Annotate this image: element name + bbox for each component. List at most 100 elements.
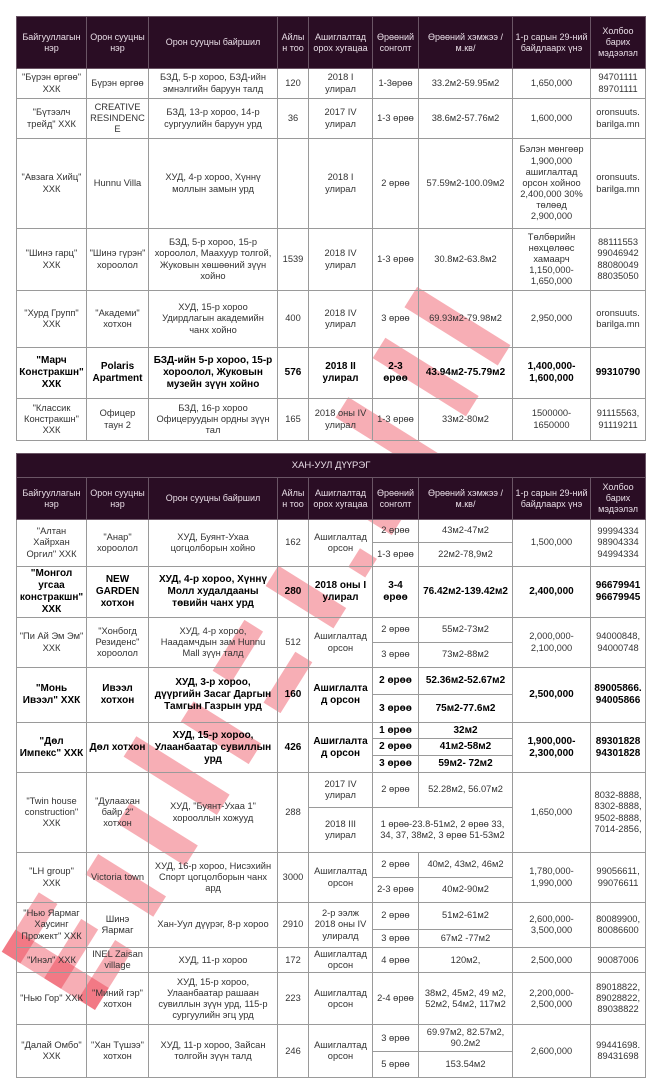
header-contact: Холбоо барих мэдээлэл — [590, 16, 646, 69]
size-cell: 43.94м2-75.79м2 — [418, 347, 513, 399]
rooms-cell: 3 өрөө — [372, 290, 419, 348]
header-contact: Холбоо барих мэдээлэл — [589, 477, 647, 520]
apartment-name-cell: Дөл хотхон — [86, 722, 149, 773]
table-row: "Twin house construction" ХХК "Дулаахан б… — [16, 772, 647, 853]
price-cell: 1,650,000 — [512, 772, 591, 853]
table-row: "Алтан Хайрхан Оргил" ХХК "Анар" хороолол… — [16, 519, 647, 567]
contact-cell: oronsuuts. barilga.mn — [590, 138, 646, 229]
location-cell: ХУД, "Буянт-Ухаа 1" хорооллын хожууд — [148, 772, 278, 853]
contact-cell: 94701111 89701111 — [590, 68, 646, 99]
rooms-cell: 2 өрөө — [372, 772, 419, 808]
size-cell: 40м2, 43м2, 46м2 — [418, 852, 513, 878]
size-cell: 69.93м2-79.98м2 — [418, 290, 513, 348]
completion-cell: 2018 I улирал — [308, 68, 373, 99]
contact-cell: oronsuuts. barilga.mn — [590, 98, 646, 139]
units-cell: 160 — [277, 667, 309, 723]
price-cell: 2,600,000 — [512, 1024, 591, 1079]
units-cell — [277, 138, 309, 229]
apartment-name-cell: "Миний гэр" хотхон — [86, 972, 149, 1026]
contact-cell: 99056611, 99076611 — [589, 852, 647, 903]
size-cell: 76.42м2-139.42м2 — [418, 566, 513, 618]
header-units: Айлын тоо — [277, 477, 309, 520]
size-cell: 38м2, 45м2, 49 м2, 52м2, 54м2, 117м2 — [418, 972, 513, 1026]
table-row: "Шинэ гарц" ХХК "Шинэ гүрэн" хороолол БЗД,… — [16, 228, 646, 291]
location-cell: БЗД, 5-р хороо, 15-р хороолол, Маахуур т… — [148, 228, 278, 291]
rooms-cell: 2 өрөө — [372, 617, 419, 643]
completion-cell: Ашиглалтад орсон — [308, 617, 373, 668]
header-units: Айлын тоо — [277, 16, 309, 69]
size-cell: 52.36м2-52.67м2 — [418, 667, 513, 695]
rooms-cell: 3-4 өрөө — [372, 566, 419, 618]
apartment-name-cell: INEL Zaisan village — [86, 946, 149, 974]
location-cell: ХУД, 4-р хороо, Наадамчдын зам Hunnu Mal… — [148, 617, 278, 668]
price-cell: 1,780,000-1,990,000 — [512, 852, 591, 903]
price-cell: 1,400,000-1,600,000 — [512, 347, 591, 399]
size-cell: 73м2-88м2 — [418, 642, 513, 668]
location-cell: ХУД, 15-р хороо, Улаанбаатар рашаан суви… — [148, 972, 278, 1026]
rooms-cell: 2-4 өрөө — [372, 972, 419, 1026]
header-completion: Ашиглалтад орох хугацаа — [308, 16, 373, 69]
apartment-name-cell: Ивээл хотхон — [86, 667, 149, 723]
location-cell: ХУД, 4-р хороо, Хүннү Молл худалдааны тө… — [148, 566, 278, 618]
header-price: 1-р сарын 29-ний байдлаарх үнэ — [512, 477, 591, 520]
company-cell: "Бүтээлч трейд" ХХК — [16, 98, 87, 139]
size-cell: 153.54м2 — [418, 1051, 513, 1079]
price-cell: 2,400,000 — [512, 566, 591, 618]
location-cell: БЗД, 5-р хороо, БЗД-ийн эмнэлгийн баруун… — [148, 68, 278, 99]
size-cell: 22м2-78,9м2 — [418, 542, 513, 567]
company-cell: "Марч Констракшн" ХХК — [16, 347, 87, 399]
location-cell: ХУД, 4-р хороо, Хүннү моллын замын урд — [148, 138, 278, 229]
apartment-name-cell: "Хан Түшээ" хотхон — [86, 1024, 149, 1079]
table-header: Байгууллагын нэр Орон сууцны нэр Орон сууц… — [16, 477, 647, 520]
section-title: ХАН-УУЛ ДҮҮРЭГ — [15, 453, 647, 478]
completion-cell: 2-р ээлж 2018 оны IV улиралд — [308, 902, 373, 948]
company-cell: "Классик Констракшн" ХХК — [16, 398, 87, 441]
price-cell: 1500000-1650000 — [512, 398, 591, 441]
price-cell: 1,650,000 — [512, 68, 591, 99]
contact-cell: 94000848, 94000748 — [589, 617, 647, 668]
apartment-name-cell: Hunnu Villa — [86, 138, 149, 229]
location-cell: Хан-Уул дүүрэг, 8-р хороо — [148, 902, 278, 948]
price-cell: 2,500,000 — [512, 667, 591, 723]
units-cell: 120 — [277, 68, 309, 99]
price-cell: 2,600,000-3,500,000 — [512, 902, 591, 948]
size-cell: 69.97м2, 82.57м2, 90.2м2 — [418, 1024, 513, 1053]
rooms-cell: 1-3өрөө — [372, 68, 419, 99]
apartment-name-cell: CREATIVE RESINDENCE — [86, 98, 149, 139]
header-name: Орон сууцны нэр — [86, 16, 149, 69]
header-rooms: Өрөөний сонголт — [372, 16, 419, 69]
company-cell: "Хурд Групп" ХХК — [16, 290, 87, 348]
rooms-cell: 2 өрөө — [372, 902, 419, 930]
completion-cell: Ашиглалтад орсон — [308, 946, 373, 974]
company-cell: "LH group" ХХК — [16, 852, 87, 903]
company-cell: "Шинэ гарц" ХХК — [16, 228, 87, 291]
units-cell: 36 — [277, 98, 309, 139]
contact-cell: 90087006 — [589, 946, 647, 974]
rooms-cell: 5 өрөө — [372, 1051, 419, 1079]
header-company: Байгууллагын нэр — [16, 16, 87, 69]
price-cell: 2,950,000 — [512, 290, 591, 348]
table-row: "Марч Констракшн" ХХК Polaris Apartment БЗ… — [16, 347, 646, 399]
company-cell: "Монь Ивээл" ХХК — [16, 667, 87, 723]
price-cell: Бэлэн мөнгөөр 1,900,000 ашиглалтад орсон… — [512, 138, 591, 229]
table-row: "Пи Ай Эм Эм" ХХК "Хонбогд Резиденс" хоро… — [16, 617, 647, 668]
rooms-cell: 1-3 өрөө — [372, 98, 419, 139]
size-cell: 120м2, — [418, 946, 513, 974]
completion-cell: 2018 I улирал — [308, 138, 373, 229]
units-cell: 1539 — [277, 228, 309, 291]
contact-cell: 89018822, 89028822, 89038822 — [589, 972, 647, 1026]
table-row: "Бүрэн өргөө" ХХК Бүрэн өргөө БЗД, 5-р хор… — [16, 68, 646, 99]
units-cell: 576 — [277, 347, 309, 399]
table-subrow: 2-3 өрөө 40м2-90м2 — [17, 877, 646, 903]
completion-cell: Ашиглалтад орсон — [308, 1024, 373, 1079]
rooms-cell: 2-3 өрөө — [372, 877, 419, 903]
completion-cell: Ашиглалтад орсон — [308, 972, 373, 1026]
table-row: "Нью Яармаг Хаусинг Прожект" ХХК Шинэ Яар… — [16, 902, 647, 948]
table-row: "LH group" ХХК Victoria town ХУД, 16-р хор… — [16, 852, 647, 903]
contact-cell: 89005866. 94005866 — [589, 667, 647, 723]
contact-cell: 99441698. 89431698 — [589, 1024, 647, 1079]
size-cell: 51м2-61м2 — [418, 902, 513, 930]
apartment-name-cell: "Анар" хороолол — [86, 519, 149, 567]
price-cell: 1,900,000-2,300,000 — [512, 722, 591, 773]
header-size: Өрөөний хэмжээ /м.кв/ — [418, 16, 513, 69]
